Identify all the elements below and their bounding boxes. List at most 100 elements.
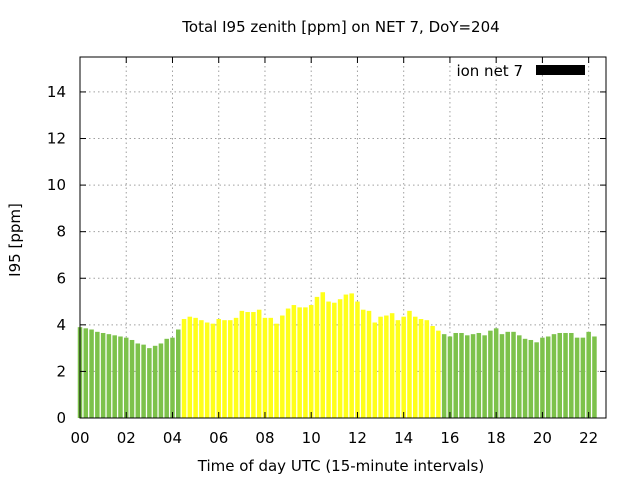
bar — [170, 337, 175, 418]
bar — [505, 331, 510, 418]
bar — [395, 320, 401, 418]
bar — [285, 308, 291, 418]
bar — [430, 326, 435, 418]
bar — [366, 310, 372, 418]
y-tick-label: 6 — [56, 269, 66, 287]
bar — [407, 310, 412, 418]
bar — [118, 336, 123, 418]
bar — [100, 332, 106, 418]
bar — [488, 330, 493, 418]
bar — [569, 332, 574, 418]
bar — [360, 309, 366, 418]
bar — [470, 334, 476, 418]
bar — [193, 317, 198, 418]
bar — [222, 320, 227, 418]
bar — [158, 343, 164, 418]
x-tick-label: 20 — [533, 429, 552, 447]
bar — [181, 319, 187, 418]
bar — [95, 331, 100, 418]
bar — [297, 307, 302, 418]
bar — [320, 292, 326, 418]
bar — [89, 329, 94, 418]
x-tick-label: 00 — [70, 429, 89, 447]
bar — [465, 335, 470, 418]
bar — [204, 322, 210, 418]
bar — [303, 307, 308, 418]
bar — [239, 310, 245, 418]
y-tick-label: 10 — [47, 176, 66, 194]
bar — [476, 332, 482, 418]
x-tick-label: 08 — [255, 429, 274, 447]
grid — [80, 57, 606, 418]
x-tick-label: 18 — [487, 429, 506, 447]
y-tick-label: 0 — [56, 409, 66, 427]
bar — [123, 337, 129, 418]
bar — [187, 316, 193, 418]
bar — [499, 334, 505, 418]
bar — [337, 299, 343, 418]
bar — [83, 328, 89, 418]
bar — [152, 345, 158, 418]
bar — [129, 339, 135, 418]
bar — [274, 323, 279, 418]
bar — [557, 332, 563, 418]
x-tick-label: 14 — [394, 429, 413, 447]
bars — [77, 292, 597, 418]
bar — [482, 335, 487, 418]
bar — [586, 331, 591, 418]
bar — [262, 317, 268, 418]
x-tick-label: 16 — [440, 429, 459, 447]
x-tick-label: 12 — [348, 429, 367, 447]
x-tick-label: 10 — [302, 429, 321, 447]
legend: ion net 7 — [456, 62, 585, 80]
bar — [401, 316, 406, 418]
bar — [453, 332, 458, 418]
bar — [441, 334, 447, 418]
legend-label: ion net 7 — [456, 62, 523, 80]
bar — [378, 316, 383, 418]
bar — [528, 339, 534, 418]
x-tick-label: 04 — [163, 429, 182, 447]
bar — [424, 320, 430, 418]
x-tick-label: 22 — [579, 429, 598, 447]
bar — [551, 334, 557, 418]
bar — [574, 337, 580, 418]
bar — [332, 302, 337, 418]
bar — [522, 338, 528, 418]
y-tick-label: 4 — [56, 316, 66, 334]
bar — [545, 336, 551, 418]
bar — [216, 319, 221, 418]
y-tick-label: 2 — [56, 362, 66, 380]
chart-title: Total I95 zenith [ppm] on NET 7, DoY=204 — [181, 18, 499, 36]
bar — [268, 317, 273, 418]
bar — [164, 338, 169, 418]
bar — [256, 309, 262, 418]
bar — [135, 343, 141, 418]
bar — [233, 317, 239, 418]
legend-swatch — [536, 65, 585, 75]
bar — [141, 344, 146, 418]
bar — [314, 296, 320, 418]
bar — [147, 348, 152, 418]
bar — [459, 332, 464, 418]
bar — [245, 312, 250, 418]
bar — [106, 334, 112, 418]
bar — [228, 320, 233, 418]
bar — [384, 315, 389, 418]
y-axis-label: I95 [ppm] — [6, 203, 24, 277]
y-tick-label: 14 — [47, 83, 66, 101]
y-tick-label: 12 — [47, 130, 66, 148]
bar — [326, 301, 331, 418]
bar — [343, 294, 349, 418]
x-tick-label: 06 — [209, 429, 228, 447]
bar — [199, 320, 204, 418]
bar — [493, 328, 499, 418]
bar — [112, 335, 117, 418]
bar — [308, 305, 314, 418]
bar — [372, 322, 378, 418]
bar — [436, 330, 441, 418]
bar — [540, 337, 545, 418]
bar — [413, 316, 418, 418]
